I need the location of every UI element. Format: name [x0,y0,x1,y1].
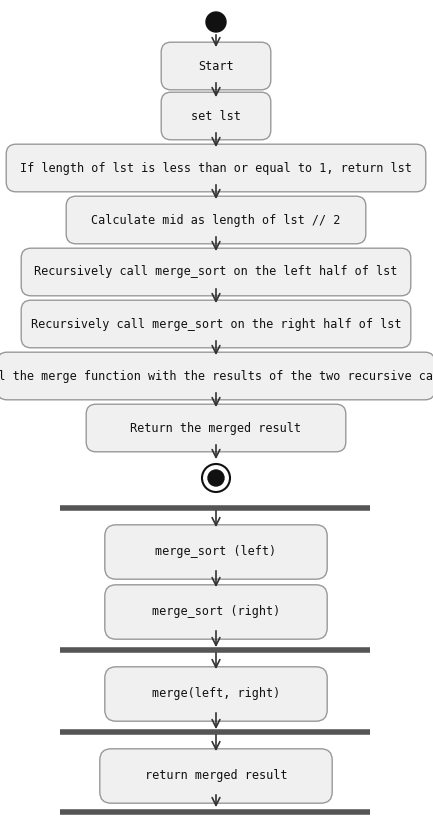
FancyBboxPatch shape [105,667,327,721]
Text: If length of lst is less than or equal to 1, return lst: If length of lst is less than or equal t… [20,161,412,174]
Text: Recursively call merge_sort on the right half of lst: Recursively call merge_sort on the right… [31,318,401,331]
Text: Return the merged result: Return the merged result [130,421,301,435]
Text: return merged result: return merged result [145,770,287,783]
Circle shape [202,464,230,492]
FancyBboxPatch shape [66,196,366,244]
Text: Calculate mid as length of lst // 2: Calculate mid as length of lst // 2 [91,213,341,226]
Text: set lst: set lst [191,109,241,123]
FancyBboxPatch shape [21,300,411,348]
Text: merge_sort (right): merge_sort (right) [152,606,280,619]
Text: merge_sort (left): merge_sort (left) [155,546,277,559]
FancyBboxPatch shape [86,404,346,452]
FancyBboxPatch shape [161,92,271,140]
FancyBboxPatch shape [6,144,426,192]
Text: Recursively call merge_sort on the left half of lst: Recursively call merge_sort on the left … [34,266,397,278]
FancyBboxPatch shape [161,42,271,90]
FancyBboxPatch shape [0,352,433,400]
FancyBboxPatch shape [100,749,332,803]
FancyBboxPatch shape [105,525,327,579]
FancyBboxPatch shape [21,249,411,295]
Circle shape [208,470,224,486]
Text: merge(left, right): merge(left, right) [152,687,280,700]
Text: Start: Start [198,59,234,72]
FancyBboxPatch shape [105,585,327,639]
Text: Call the merge function with the results of the two recursive calls: Call the merge function with the results… [0,370,433,383]
Circle shape [206,12,226,32]
